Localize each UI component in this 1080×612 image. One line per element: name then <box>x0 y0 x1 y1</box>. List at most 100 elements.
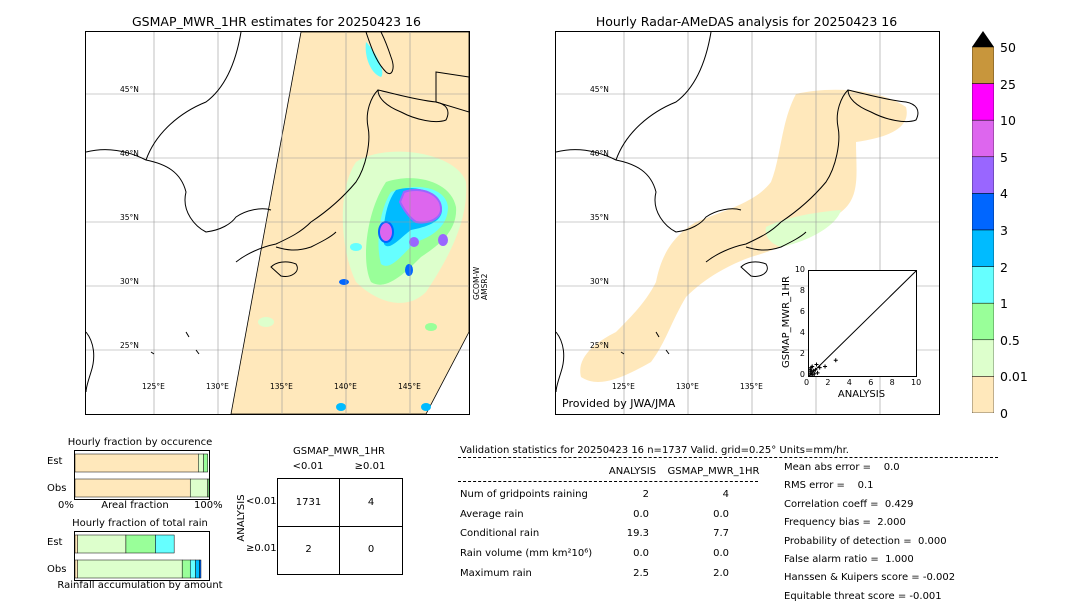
colorbar-segment <box>971 376 995 414</box>
validation-table-divider <box>458 481 758 482</box>
left-map-panel: 45°N 40°N 35°N 30°N 25°N 125°E 130°E 135… <box>85 31 470 415</box>
contingency-row-ge: ≥0.01 <box>246 543 277 554</box>
scatter-point <box>809 369 814 374</box>
lat-label-45: 45°N <box>120 85 139 94</box>
colorbar-label: 1 <box>1000 296 1008 312</box>
lon-label-140: 140°E <box>334 382 357 391</box>
colorbar-label: 2 <box>1000 259 1008 275</box>
rain-cell <box>405 264 413 276</box>
colorbar-segment <box>971 119 995 158</box>
left-map-coastline <box>86 32 469 393</box>
validation-row-gsmap: 7.7 <box>713 528 729 540</box>
left-map-grid <box>86 32 469 414</box>
validation-row-gsmap: 2.0 <box>713 567 729 579</box>
scatter-xtick: 2 <box>825 378 831 387</box>
total-rain-chart <box>74 531 210 581</box>
bar-segment <box>77 534 127 554</box>
lon-label-125: 125°E <box>612 382 635 391</box>
contingency-col-ge: ≥0.01 <box>354 461 386 472</box>
scatter-xtick: 10 <box>911 378 922 387</box>
scatter-point <box>808 371 813 376</box>
analysis-coverage-area <box>580 89 907 382</box>
contingency-row-lt: <0.01 <box>246 496 277 507</box>
validation-row-gsmap: 4 <box>722 489 729 500</box>
validation-row-label: Conditional rain <box>460 528 540 540</box>
scatter-ytick: 0 <box>799 370 805 379</box>
validation-divider <box>458 457 998 458</box>
bar-segment <box>74 478 191 498</box>
scatter-point <box>833 358 838 363</box>
colorbar-svg <box>971 31 995 414</box>
colorbar-segment <box>971 266 995 304</box>
rain-cell <box>350 243 362 251</box>
total-rain-xlabel: Rainfall accumulation by amount <box>57 580 223 591</box>
occurrence-xlabel: Areal fraction <box>101 500 169 511</box>
validation-row-analysis: 2.5 <box>633 567 649 579</box>
lon-label-130: 130°E <box>676 382 699 391</box>
rain-cell <box>339 279 349 285</box>
occurrence-xtick-left: 0% <box>58 500 74 511</box>
lat-label-40: 40°N <box>590 149 609 158</box>
right-map-panel: 45°N 40°N 35°N 30°N 25°N 125°E 130°E 135… <box>555 31 940 415</box>
lat-label-40: 40°N <box>120 149 139 158</box>
validation-col-analysis: ANALYSIS <box>608 466 657 477</box>
lat-label-30: 30°N <box>120 277 139 286</box>
left-map-svg: 45°N 40°N 35°N 30°N 25°N 125°E 130°E 135… <box>86 32 469 414</box>
contingency-title: GSMAP_MWR_1HR <box>293 446 385 457</box>
scatter-plot <box>808 270 917 377</box>
rain-cell <box>258 317 274 327</box>
total-rain-cat-obs: Obs <box>47 564 67 575</box>
total-rain-title: Hourly fraction of total rain <box>72 518 208 529</box>
right-map-coastline <box>556 32 919 393</box>
scatter-point <box>811 368 816 373</box>
bar-segment <box>189 478 208 498</box>
lon-label-125: 125°E <box>142 382 165 391</box>
validation-score: Correlation coeff = 0.429 <box>784 498 914 510</box>
validation-row-label: Rain volume (mm km²10⁶) <box>460 548 593 560</box>
validation-score: Probability of detection = 0.000 <box>784 535 947 547</box>
validation-row-gsmap: 0.0 <box>713 548 729 560</box>
rain-cell <box>409 237 419 247</box>
occurrence-chart <box>74 450 210 500</box>
contingency-hline <box>278 526 402 527</box>
lat-label-35: 35°N <box>120 213 139 222</box>
validation-score: Frequency bias = 2.000 <box>784 517 906 529</box>
occurrence-svg <box>74 453 210 498</box>
total-rain-svg <box>74 534 202 579</box>
bar-segment <box>74 534 78 554</box>
colorbar-segment <box>971 229 995 267</box>
validation-row-label: Num of gridpoints raining <box>460 489 588 500</box>
rain-north-area <box>365 42 383 77</box>
scatter-xtick: 8 <box>889 378 895 387</box>
validation-row-analysis: 0.0 <box>633 548 649 560</box>
colorbar-segment <box>971 83 995 121</box>
left-map-title: GSMAP_MWR_1HR estimates for 20250423 16 <box>132 14 421 29</box>
bar-segment <box>181 559 191 579</box>
scatter-point <box>813 367 818 372</box>
occurrence-title: Hourly fraction by occurence <box>67 437 213 448</box>
colorbar-extend-triangle <box>972 31 994 47</box>
validation-header: Validation statistics for 20250423 16 n=… <box>460 445 849 456</box>
validation-row-label: Average rain <box>460 508 524 520</box>
rain-cell <box>336 403 346 411</box>
scatter-point <box>812 371 817 376</box>
validation-score: Equitable threat score = -0.001 <box>784 590 942 602</box>
bar-segment <box>198 453 204 473</box>
bar-segment <box>189 559 196 579</box>
rain-cell <box>425 323 437 331</box>
lat-label-35: 35°N <box>590 213 609 222</box>
scatter-point <box>817 365 822 370</box>
right-map-title: Hourly Radar-AMeDAS analysis for 2025042… <box>595 14 898 29</box>
lon-label-135: 135°E <box>740 382 763 391</box>
contingency-cell: 0 <box>367 544 375 555</box>
lat-label-25: 25°N <box>590 341 609 350</box>
scatter-ytick: 8 <box>799 286 805 295</box>
bar-segment <box>155 534 175 554</box>
contingency-cell: 4 <box>367 497 375 508</box>
validation-score: False alarm ratio = 1.000 <box>784 554 914 565</box>
scatter-ytick: 6 <box>799 307 805 316</box>
scatter-ytick: 2 <box>799 349 805 358</box>
occurrence-cat-obs: Obs <box>47 483 67 494</box>
rain-cell <box>421 403 431 411</box>
